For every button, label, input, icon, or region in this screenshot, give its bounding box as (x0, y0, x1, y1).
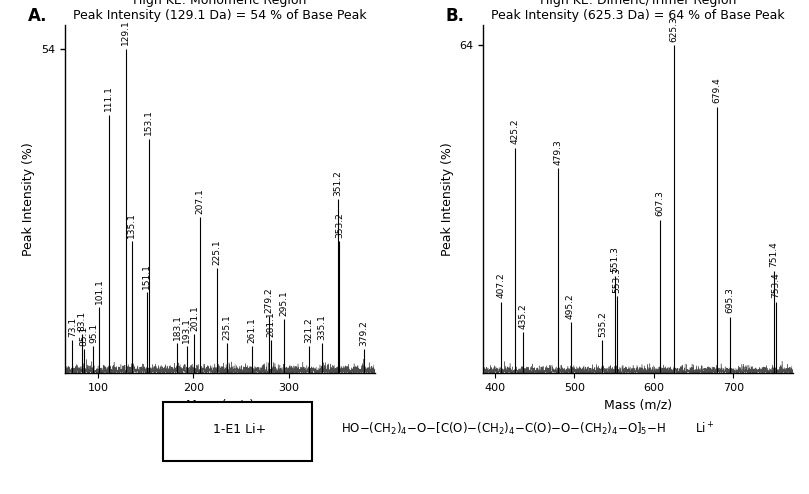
Text: 153.1: 153.1 (144, 110, 153, 135)
Text: 1-E1 Li+: 1-E1 Li+ (213, 423, 266, 436)
Text: 353.2: 353.2 (335, 212, 344, 238)
Text: 295.1: 295.1 (280, 290, 289, 316)
Text: 551.3: 551.3 (611, 247, 620, 272)
Text: 407.2: 407.2 (496, 272, 505, 298)
Text: 607.3: 607.3 (655, 190, 664, 216)
Text: 281.1: 281.1 (266, 311, 275, 337)
Text: 279.2: 279.2 (265, 287, 273, 313)
Text: 351.2: 351.2 (333, 170, 342, 196)
Text: 73.1: 73.1 (68, 317, 77, 337)
Text: 553.3: 553.3 (612, 267, 621, 293)
Title: High KE: Dimeric/Trimer Region
Peak Intensity (625.3 Da) = 64 % of Base Peak: High KE: Dimeric/Trimer Region Peak Inte… (491, 0, 785, 22)
X-axis label: Mass (m/z): Mass (m/z) (185, 399, 254, 412)
Text: 183.1: 183.1 (173, 314, 182, 340)
Title: High KE: Monomeric Region
Peak Intensity (129.1 Da) = 54 % of Base Peak: High KE: Monomeric Region Peak Intensity… (73, 0, 366, 22)
Text: 425.2: 425.2 (510, 119, 519, 144)
Text: 135.1: 135.1 (127, 212, 136, 238)
Y-axis label: Peak Intensity (%): Peak Intensity (%) (441, 142, 454, 256)
Text: 495.2: 495.2 (566, 293, 575, 319)
Text: 235.1: 235.1 (222, 314, 231, 340)
FancyBboxPatch shape (163, 403, 312, 461)
Text: HO$-$(CH$_2$)$_4$$-$O$-$$\left[\right.$C(O)$-$(CH$_2$)$_4$$-$C(O)$-$O$-$(CH$_2$): HO$-$(CH$_2$)$_4$$-$O$-$$\left[\right.$C… (341, 420, 715, 438)
Text: 111.1: 111.1 (104, 85, 113, 111)
Text: 151.1: 151.1 (142, 263, 151, 288)
Y-axis label: Peak Intensity (%): Peak Intensity (%) (23, 142, 36, 256)
Text: 535.2: 535.2 (598, 311, 607, 336)
Text: 207.1: 207.1 (196, 188, 205, 213)
Text: 83.1: 83.1 (78, 311, 87, 331)
Text: 435.2: 435.2 (519, 303, 527, 329)
Text: 85.1: 85.1 (79, 326, 88, 346)
Text: 753.4: 753.4 (771, 272, 780, 298)
Text: 201.1: 201.1 (190, 305, 199, 331)
Text: 335.1: 335.1 (318, 314, 327, 340)
Text: A.: A. (28, 7, 47, 25)
Text: 193.1: 193.1 (182, 317, 192, 343)
Text: 695.3: 695.3 (725, 288, 734, 313)
Text: 479.3: 479.3 (553, 139, 562, 165)
Text: 625.3: 625.3 (669, 16, 679, 41)
Text: 321.2: 321.2 (304, 317, 313, 343)
Text: 261.1: 261.1 (248, 317, 256, 343)
Text: 679.4: 679.4 (713, 78, 722, 103)
Text: B.: B. (446, 7, 465, 25)
Text: 95.1: 95.1 (89, 323, 98, 343)
Text: 751.4: 751.4 (769, 242, 778, 267)
Text: 225.1: 225.1 (213, 239, 222, 265)
X-axis label: Mass (m/z): Mass (m/z) (604, 399, 672, 412)
Text: 379.2: 379.2 (360, 320, 369, 346)
Text: 101.1: 101.1 (95, 278, 104, 304)
Text: 129.1: 129.1 (121, 19, 130, 45)
